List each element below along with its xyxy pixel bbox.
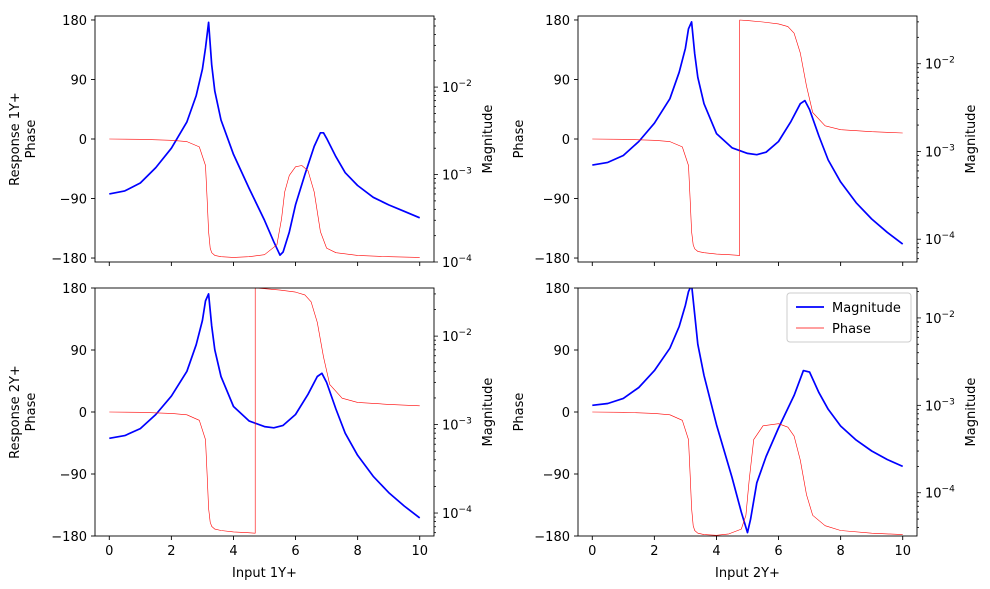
axes-frame xyxy=(577,15,918,263)
phase-tick-label: 90 xyxy=(70,344,87,359)
phase-tick-label: −180 xyxy=(51,530,87,545)
magnitude-tick-label: 10−3 xyxy=(442,417,472,434)
phase-tick-label: −90 xyxy=(60,468,87,483)
x-tick-label: 6 xyxy=(774,544,782,559)
magnitude-tick-exponent: −3 xyxy=(942,143,955,153)
magnitude-tick-label: 10−2 xyxy=(442,328,472,345)
magnitude-tick-exponent: −2 xyxy=(459,79,472,89)
x-axis-label: Input 2Y+ xyxy=(715,566,780,581)
y-label-phase: Phase xyxy=(24,120,39,159)
magnitude-tick-label: 10−2 xyxy=(925,310,955,327)
magnitude-tick-exponent: −4 xyxy=(459,505,473,515)
magnitude-line xyxy=(109,293,421,519)
phase-line xyxy=(592,19,903,256)
phase-tick-label: 180 xyxy=(62,14,87,29)
phase-tick-label: −180 xyxy=(534,252,570,267)
phase-line xyxy=(592,411,903,536)
phase-tick-label: −90 xyxy=(543,468,570,483)
x-tick-label: 4 xyxy=(712,544,720,559)
magnitude-tick-label: 10−3 xyxy=(925,397,955,414)
phase-tick-label: 180 xyxy=(62,282,87,297)
phase-tick-label: 90 xyxy=(553,73,570,88)
subplot-3: 0 2 4 6 8 10 180 90 0 −90 −180 10−2 10−3 10−4 Response… xyxy=(8,282,496,581)
magnitude-tick-label: 10−2 xyxy=(925,56,955,73)
magnitude-tick-label: 10−3 xyxy=(925,143,955,160)
y-label-magnitude: Magnitude xyxy=(481,105,496,174)
x-tick-label: 10 xyxy=(411,544,428,559)
x-tick-label: 4 xyxy=(229,544,237,559)
x-tick-label: 10 xyxy=(894,544,911,559)
magnitude-tick-exponent: −2 xyxy=(942,56,955,66)
phase-tick-label: 0 xyxy=(79,133,87,148)
phase-tick-label: 90 xyxy=(70,73,87,88)
y-label-response: Response 2Y+ xyxy=(8,365,23,459)
phase-line xyxy=(109,138,420,258)
phase-tick-label: 0 xyxy=(562,133,570,148)
subplot-1: 180 90 0 −90 −180 10−2 10−3 10−4 Response 1Y+ Pha… xyxy=(8,14,496,271)
magnitude-line xyxy=(592,21,904,245)
magnitude-tick-exponent: −2 xyxy=(459,328,472,338)
axes-frame xyxy=(94,287,435,537)
phase-tick-label: 180 xyxy=(545,282,570,297)
x-tick-label: 2 xyxy=(167,544,175,559)
axes-frame xyxy=(94,15,435,263)
magnitude-tick-label: 10−3 xyxy=(442,167,472,184)
magnitude-tick-exponent: −3 xyxy=(459,167,472,177)
y-label-phase: Phase xyxy=(512,120,527,159)
x-tick-label: 0 xyxy=(105,544,113,559)
x-tick-label: 8 xyxy=(353,544,361,559)
magnitude-tick-exponent: −2 xyxy=(942,310,955,320)
legend-magnitude-label: Magnitude xyxy=(832,301,901,316)
phase-tick-label: 90 xyxy=(553,344,570,359)
y-label-magnitude: Magnitude xyxy=(964,378,979,447)
magnitude-tick-label: 10−2 xyxy=(442,79,472,96)
magnitude-line xyxy=(109,21,421,256)
magnitude-tick-exponent: −4 xyxy=(942,231,956,241)
y-label-response: Response 1Y+ xyxy=(8,92,23,186)
phase-tick-label: −90 xyxy=(543,193,570,208)
x-tick-label: 8 xyxy=(836,544,844,559)
phase-tick-label: 180 xyxy=(545,14,570,29)
phase-tick-label: 0 xyxy=(79,406,87,421)
magnitude-tick-label: 10−4 xyxy=(925,231,955,248)
y-label-magnitude: Magnitude xyxy=(964,105,979,174)
magnitude-tick-label: 10−4 xyxy=(442,505,472,522)
phase-tick-label: 0 xyxy=(562,406,570,421)
y-label-phase: Phase xyxy=(512,393,527,432)
y-label-magnitude: Magnitude xyxy=(481,378,496,447)
subplot-2: 180 90 0 −90 −180 10−2 10−3 10−4 Phase Magnitude xyxy=(512,14,979,267)
magnitude-tick-exponent: −4 xyxy=(459,254,473,264)
x-tick-label: 2 xyxy=(650,544,658,559)
phase-tick-label: −180 xyxy=(534,530,570,545)
magnitude-tick-exponent: −3 xyxy=(942,397,955,407)
phase-tick-label: −180 xyxy=(51,252,87,267)
phase-line xyxy=(109,288,420,534)
magnitude-line xyxy=(592,288,904,534)
legend-phase-label: Phase xyxy=(832,322,871,337)
x-tick-label: 0 xyxy=(588,544,596,559)
x-axis-label: Input 1Y+ xyxy=(232,566,297,581)
phase-tick-label: −90 xyxy=(60,193,87,208)
legend-box xyxy=(786,292,912,343)
legend: Magnitude Phase xyxy=(786,292,912,343)
magnitude-tick-label: 10−4 xyxy=(925,485,955,502)
y-label-phase: Phase xyxy=(24,393,39,432)
magnitude-tick-label: 10−4 xyxy=(442,254,472,271)
magnitude-tick-exponent: −3 xyxy=(459,417,472,427)
x-tick-label: 6 xyxy=(291,544,299,559)
magnitude-tick-exponent: −4 xyxy=(942,485,956,495)
